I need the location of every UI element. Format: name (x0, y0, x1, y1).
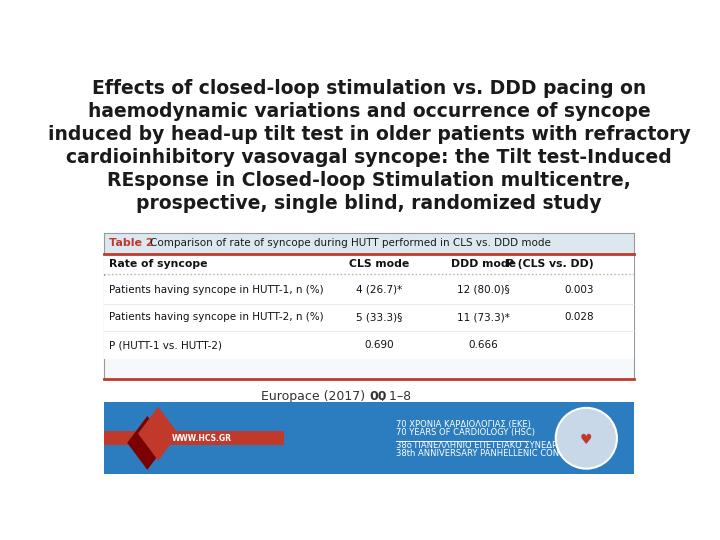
Text: REsponse in Closed-loop Stimulation multicentre,: REsponse in Closed-loop Stimulation mult… (107, 171, 631, 190)
Bar (104, 402, 634, 475)
Polygon shape (127, 416, 168, 470)
Bar (104, 233, 634, 254)
Text: cardioinhibitory vasovagal syncope: the Tilt test-Induced: cardioinhibitory vasovagal syncope: the … (66, 148, 672, 167)
Text: Patients having syncope in HUTT-2, n (%): Patients having syncope in HUTT-2, n (%) (109, 312, 323, 322)
Bar (104, 276, 634, 303)
Text: prospective, single blind, randomized study: prospective, single blind, randomized st… (136, 194, 602, 213)
Text: 4 (26.7)*: 4 (26.7)* (356, 285, 402, 295)
Text: CLS mode: CLS mode (349, 259, 409, 269)
Text: , 1–8: , 1–8 (381, 390, 410, 403)
Bar (104, 431, 284, 445)
Text: 70 YEARS OF CARDIOLOGY (HSC): 70 YEARS OF CARDIOLOGY (HSC) (395, 428, 534, 436)
Text: WWW.HCS.GR: WWW.HCS.GR (172, 434, 232, 443)
Polygon shape (138, 407, 179, 461)
Text: induced by head-up tilt test in older patients with refractory: induced by head-up tilt test in older pa… (48, 125, 690, 144)
Text: Europace (2017): Europace (2017) (261, 390, 369, 403)
Circle shape (556, 408, 617, 469)
Text: 0.028: 0.028 (564, 312, 594, 322)
Text: ♥: ♥ (580, 433, 593, 447)
Text: Effects of closed-loop stimulation vs. DDD pacing on: Effects of closed-loop stimulation vs. D… (92, 79, 646, 98)
Bar (104, 331, 634, 359)
Text: P (HUTT-1 vs. HUTT-2): P (HUTT-1 vs. HUTT-2) (109, 340, 222, 350)
Text: 70 ΧΡΟΝΙΑ ΚΑΡΔΙΟΛΟΓΙΑΣ (ΕΚΕ): 70 ΧΡΟΝΙΑ ΚΑΡΔΙΟΛΟΓΙΑΣ (ΕΚΕ) (395, 420, 531, 429)
Text: 11 (73.3)*: 11 (73.3)* (457, 312, 510, 322)
Text: 0.003: 0.003 (564, 285, 594, 295)
Text: Table 2: Table 2 (109, 239, 153, 248)
Text: 0.666: 0.666 (469, 340, 498, 350)
Text: Comparison of rate of syncope during HUTT performed in CLS vs. DDD mode: Comparison of rate of syncope during HUT… (150, 239, 552, 248)
Bar (104, 254, 634, 274)
Text: DDD mode: DDD mode (451, 259, 516, 269)
Text: 0.690: 0.690 (364, 340, 394, 350)
Text: haemodynamic variations and occurrence of syncope: haemodynamic variations and occurrence o… (88, 102, 650, 121)
Text: 38th ANNIVERSARY PANHELLENIC CONGRESS: 38th ANNIVERSARY PANHELLENIC CONGRESS (395, 449, 587, 458)
Text: P (CLS vs. DD): P (CLS vs. DD) (506, 259, 594, 269)
Text: Patients having syncope in HUTT-1, n (%): Patients having syncope in HUTT-1, n (%) (109, 285, 323, 295)
Text: 12 (80.0)§: 12 (80.0)§ (457, 285, 510, 295)
Bar (104, 254, 634, 379)
Bar (104, 303, 634, 331)
Text: 00: 00 (369, 390, 387, 403)
Text: 38o ΠΑΝΕΛΛΗΝΙΟ ΕΠΕΤΕΙΑΚΟ ΣΥΝΕΔΡΙΟ: 38o ΠΑΝΕΛΛΗΝΙΟ ΕΠΕΤΕΙΑΚΟ ΣΥΝΕΔΡΙΟ (395, 442, 566, 450)
Text: Rate of syncope: Rate of syncope (109, 259, 207, 269)
Text: 5 (33.3)§: 5 (33.3)§ (356, 312, 402, 322)
